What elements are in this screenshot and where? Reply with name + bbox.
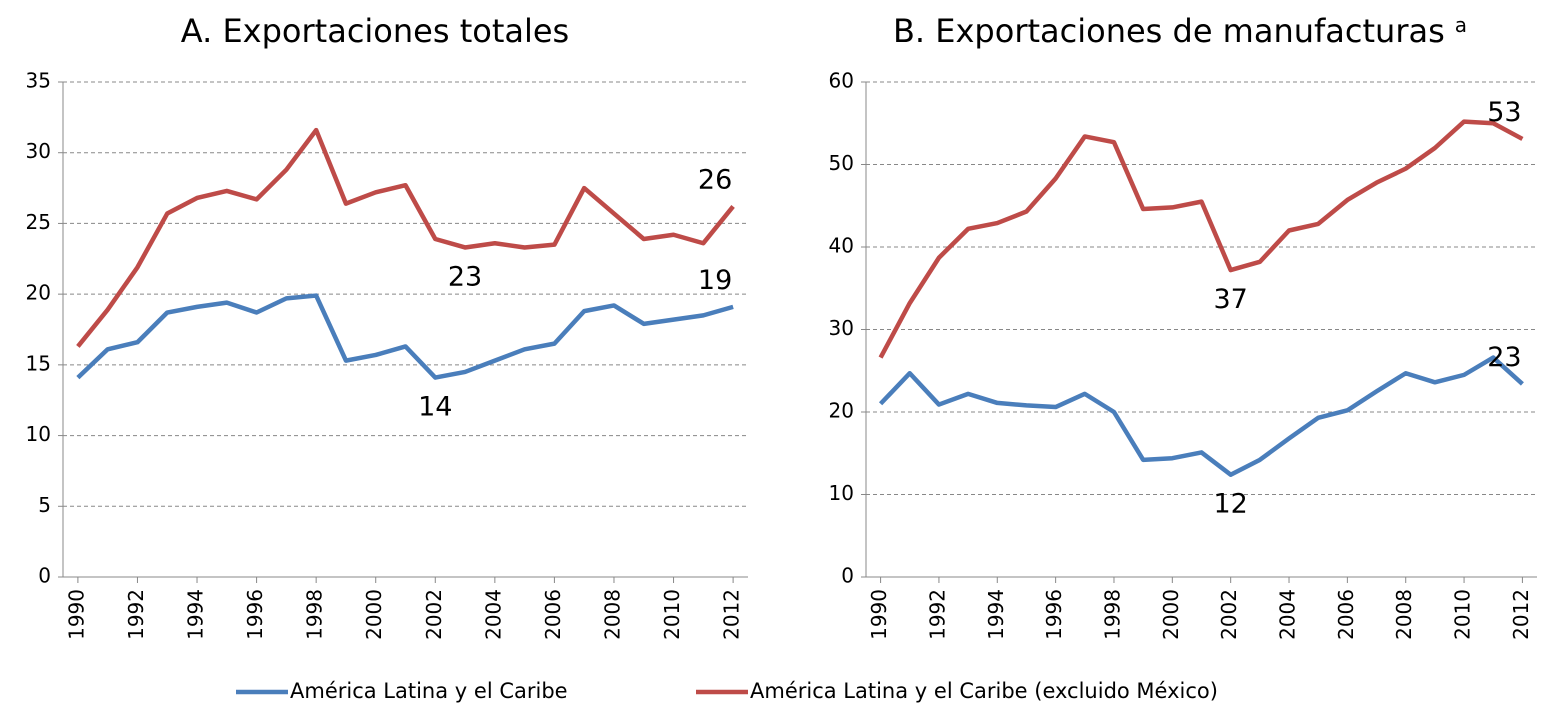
title-text: A. Exportaciones totales (181, 12, 569, 50)
data-label: 14 (418, 392, 452, 423)
x-tick-label: 1990 (867, 589, 891, 640)
x-tick-label: 1992 (124, 589, 148, 640)
x-tick-label: 2012 (1509, 589, 1533, 640)
title-note: a (1455, 13, 1467, 37)
legend-label: América Latina y el Caribe (excluido Méx… (750, 679, 1218, 703)
x-tick-label: 2004 (481, 589, 505, 640)
x-tick-label: 1990 (64, 589, 88, 640)
x-tick-label: 2000 (1159, 589, 1183, 640)
data-label: 12 (1213, 489, 1247, 520)
series-line (878, 355, 1524, 477)
x-tick-label: 1996 (243, 589, 267, 640)
y-tick-label: 30 (829, 316, 854, 340)
legend-label: América Latina y el Caribe (290, 679, 568, 703)
x-tick-label: 2002 (1217, 589, 1241, 640)
data-label: 37 (1213, 284, 1247, 315)
y-tick-label: 15 (26, 351, 51, 375)
x-tick-label: 2004 (1276, 589, 1300, 640)
y-tick-label: 35 (26, 69, 51, 93)
data-label: 19 (698, 265, 732, 296)
series-line (76, 293, 734, 380)
data-label: 23 (1487, 342, 1521, 373)
x-tick-label: 2012 (720, 589, 744, 640)
chart-title: A. Exportaciones totales (181, 12, 569, 50)
x-tick-label: 1996 (1042, 589, 1066, 640)
y-tick-label: 50 (829, 151, 854, 175)
title-text: B. Exportaciones de manufacturas (893, 12, 1445, 50)
x-tick-label: 1992 (925, 589, 949, 640)
x-tick-label: 2010 (1451, 589, 1475, 640)
x-tick-label: 2002 (422, 589, 446, 640)
data-label: 26 (698, 164, 732, 195)
x-tick-label: 2008 (1392, 589, 1416, 640)
x-tick-label: 2006 (541, 589, 565, 640)
x-tick-label: 2006 (1334, 589, 1358, 640)
y-tick-label: 25 (26, 210, 51, 234)
y-tick-label: 20 (829, 399, 854, 423)
series-line (76, 127, 735, 348)
series-line (878, 119, 1524, 359)
data-label: 23 (448, 261, 482, 292)
x-tick-label: 1998 (303, 589, 327, 640)
y-tick-label: 5 (38, 493, 51, 517)
x-tick-label: 1994 (184, 589, 208, 640)
x-tick-label: 2000 (362, 589, 386, 640)
x-tick-label: 1998 (1100, 589, 1124, 640)
x-tick-label: 2008 (600, 589, 624, 640)
chart-title: B. Exportaciones de manufacturas a (893, 12, 1467, 50)
y-tick-label: 10 (26, 422, 51, 446)
y-tick-label: 0 (38, 564, 51, 588)
y-tick-label: 30 (26, 139, 51, 163)
x-tick-label: 2010 (660, 589, 684, 640)
y-tick-label: 60 (829, 69, 854, 93)
y-tick-label: 0 (841, 564, 854, 588)
x-tick-label: 1994 (984, 589, 1008, 640)
y-tick-label: 40 (829, 234, 854, 258)
y-tick-label: 20 (26, 281, 51, 305)
y-tick-label: 10 (829, 481, 854, 505)
data-label: 53 (1487, 97, 1521, 128)
